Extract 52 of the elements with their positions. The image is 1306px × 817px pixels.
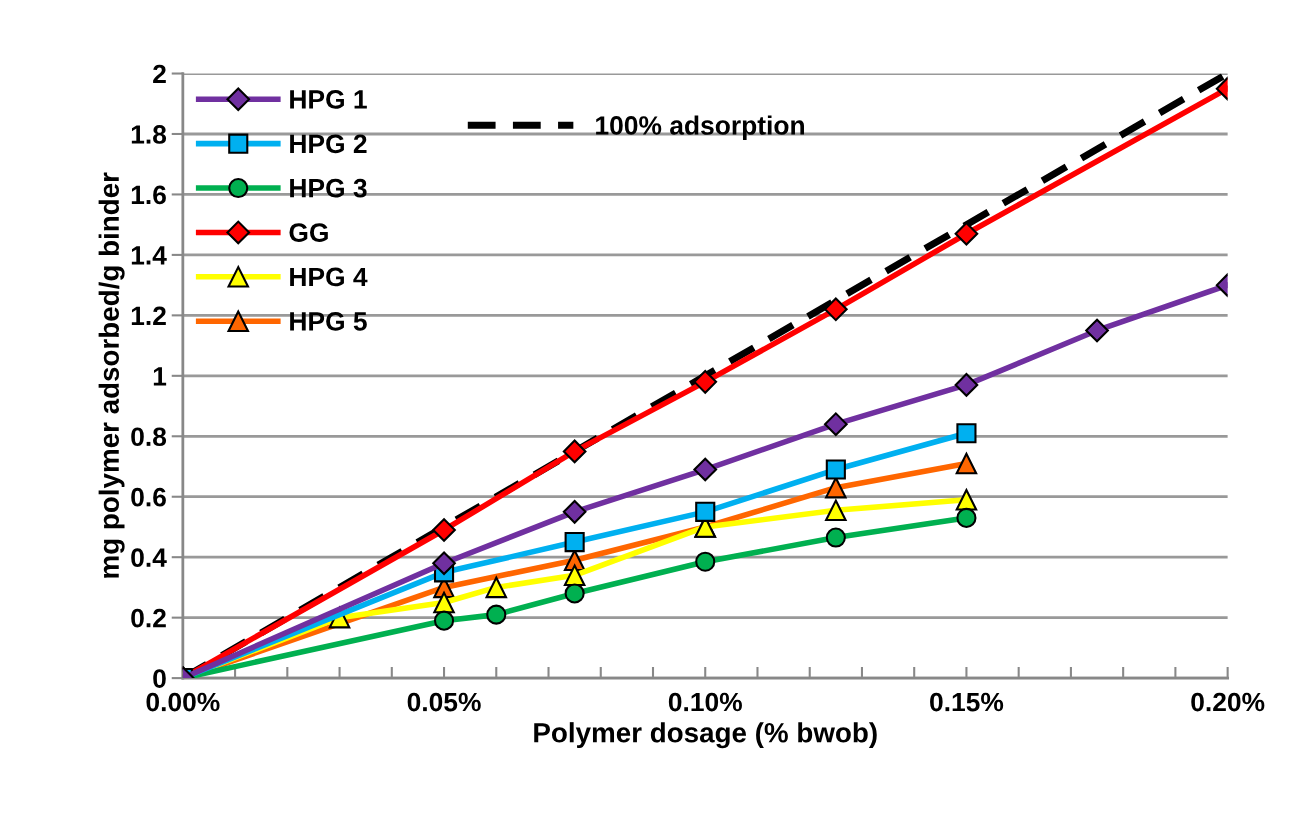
point [562,439,587,464]
x-tick-label: 0.10% [668,692,742,712]
point [433,591,455,614]
legend-label: GG [289,223,328,242]
x-tick-label: 0.15% [930,692,1004,712]
y-tick-label: 0 [153,669,166,688]
y-tick-label: 1 [153,367,167,386]
point [824,412,848,437]
point [563,564,586,587]
point [486,604,507,625]
legend-label: HPG 2 [290,134,367,154]
point [956,423,977,444]
point [825,499,847,522]
point [693,370,718,394]
point [825,459,846,480]
point [955,452,978,475]
legend-label: 100% adsorption [596,115,804,141]
point [562,500,587,524]
legend-label: HPG 5 [290,312,367,331]
point [954,373,979,397]
point [695,551,716,572]
y-tick-label: 1.2 [131,306,166,325]
point [824,297,848,322]
point [954,221,979,246]
legend-label: HPG 1 [290,90,367,109]
y-tick-label: 1.6 [131,185,166,205]
point [564,583,585,604]
point [564,532,585,553]
point [693,457,718,482]
point [1085,318,1109,343]
x-axis-title: Polymer dosage (% bwob) [534,722,877,749]
point [956,507,977,528]
y-tick-label: 0.4 [131,548,167,568]
point [433,610,455,631]
x-tick-label: 0.20% [1191,692,1265,712]
legend-label: HPG 3 [290,178,367,198]
legend-label: HPG 4 [290,267,368,287]
x-tick-label: 0.05% [407,692,481,712]
point [432,551,456,576]
point [432,518,456,542]
y-tick-label: 0.6 [131,487,166,507]
y-tick-label: 2 [153,64,166,84]
y-tick-label: 0.8 [131,427,167,447]
y-tick-label: 1.4 [131,246,167,265]
y-tick-label: 0.2 [131,608,166,628]
point [955,489,978,511]
x-tick-label: 0.00% [146,692,220,712]
point [825,527,846,548]
y-tick-label: 1.8 [131,125,167,144]
point [695,501,716,522]
y-axis-title: mg polymer adsorbed/g binder [98,172,125,578]
point [485,576,508,599]
